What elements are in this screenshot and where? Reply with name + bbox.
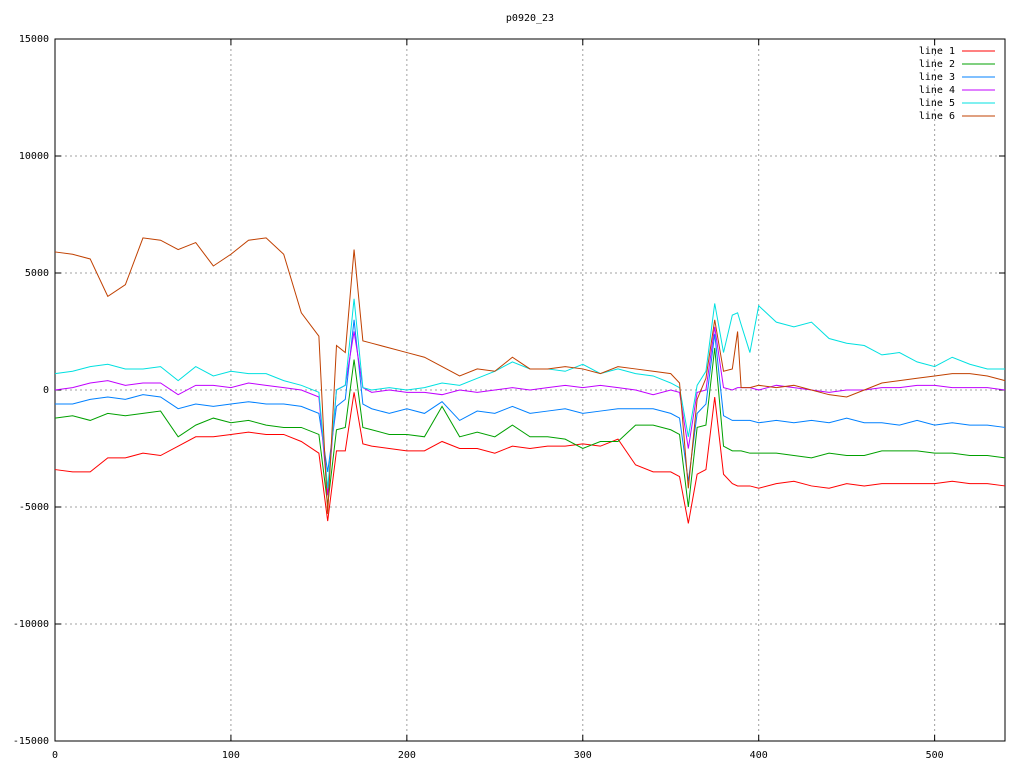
x-tick-label: 200 bbox=[398, 750, 416, 761]
y-tick-label: 10000 bbox=[19, 151, 49, 162]
legend-label: line 4 bbox=[919, 85, 955, 96]
y-tick-label: 15000 bbox=[19, 34, 49, 45]
data-line bbox=[54, 392, 1006, 524]
x-tick-label: 400 bbox=[750, 750, 768, 761]
chart-title: p0920_23 bbox=[506, 13, 554, 24]
x-tick-label: 100 bbox=[222, 750, 240, 761]
y-tick-label: -5000 bbox=[19, 502, 49, 513]
legend-label: line 5 bbox=[919, 98, 955, 109]
x-tick-label: 300 bbox=[574, 750, 592, 761]
y-tick-label: 0 bbox=[43, 385, 49, 396]
data-line bbox=[54, 347, 1006, 508]
legend-label: line 2 bbox=[919, 59, 955, 70]
data-line bbox=[55, 319, 1006, 482]
y-tick-label: -10000 bbox=[13, 619, 49, 630]
data-line bbox=[54, 237, 1006, 515]
y-tick-label: 5000 bbox=[25, 268, 49, 279]
x-tick-label: 0 bbox=[52, 750, 58, 761]
data-line bbox=[54, 326, 1006, 496]
legend-label: line 3 bbox=[919, 72, 955, 83]
legend-label: line 1 bbox=[919, 46, 955, 57]
y-tick-label: -15000 bbox=[13, 736, 49, 747]
legend-label: line 6 bbox=[919, 111, 955, 122]
x-tick-label: 500 bbox=[926, 750, 944, 761]
data-line bbox=[54, 298, 1005, 489]
